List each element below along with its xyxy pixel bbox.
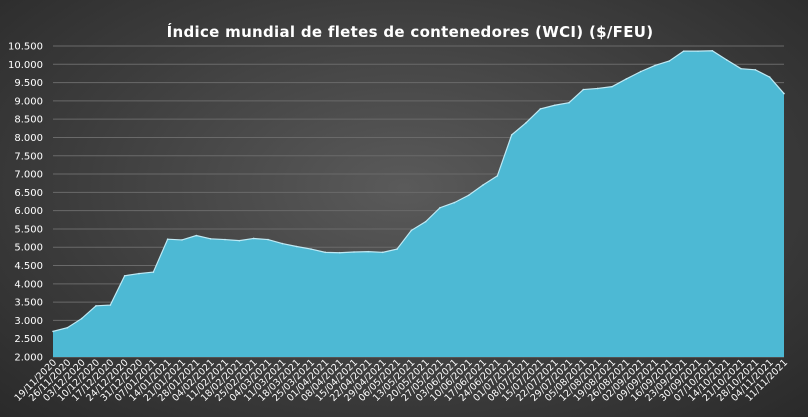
data-point [66,326,69,329]
data-point [80,317,83,320]
data-point [152,271,155,273]
data-point [396,248,398,250]
y-tick-label: 2.000 [14,353,43,364]
data-point [281,242,284,245]
plot-area [52,49,785,357]
data-point [525,122,527,124]
y-axis-ticks: 2.000 2.500 3.000 3.500 4.000 4.500 5.000 5.500… [8,42,43,364]
chart-title: Índice mundial de fletes de contenedores… [167,22,654,41]
data-point [725,59,728,61]
data-point [682,50,685,52]
data-point [381,251,384,254]
y-tick-label: 6.000 [14,206,43,217]
data-point [267,238,269,241]
data-point [224,238,226,241]
data-point [596,87,599,90]
data-point [654,64,656,67]
data-point [496,175,499,177]
y-tick-label: 8.000 [14,133,43,144]
data-point [611,85,613,88]
data-point [424,220,427,223]
y-tick-label: 9.000 [14,96,43,107]
data-point [252,237,255,240]
data-point [668,60,671,62]
data-point [697,50,699,52]
data-point [166,238,169,240]
y-tick-label: 4.000 [14,279,43,290]
data-point [553,104,556,107]
data-point [353,251,355,253]
data-point [238,239,241,242]
data-point [439,206,441,209]
data-point [754,68,757,71]
area-series [53,50,784,357]
data-point [138,272,140,275]
data-point [625,78,628,80]
data-point [711,49,714,52]
data-point [195,234,198,237]
data-point [181,239,183,241]
y-tick-label: 6.500 [14,188,43,199]
y-tick-label: 3.000 [14,316,43,327]
data-point [740,67,742,70]
data-point [539,108,542,110]
x-axis-ticks: 19/11/202026/11/202003/12/202010/12/2020… [13,357,791,404]
data-point [568,101,570,104]
data-point [410,229,413,232]
data-point [639,70,642,73]
y-tick-label: 5.000 [14,243,43,254]
data-point [95,304,97,307]
data-point [467,194,470,197]
data-point [52,330,54,333]
data-point [582,88,585,91]
y-tick-label: 7.000 [14,170,43,181]
y-tick-label: 4.500 [14,261,43,272]
data-point [783,92,785,95]
data-point [367,250,370,253]
y-tick-label: 8.500 [14,115,43,126]
data-point [510,134,513,136]
data-point [338,251,341,254]
data-point [310,248,312,250]
series-line [52,50,785,332]
y-tick-label: 7.500 [14,151,43,162]
data-point [324,251,327,254]
y-tick-label: 3.500 [14,298,43,309]
y-tick-label: 2.500 [14,334,43,345]
data-point [295,245,298,248]
data-point [109,304,112,306]
data-point [768,76,771,78]
y-tick-label: 5.500 [14,224,43,235]
data-point [123,274,126,277]
data-point [209,238,212,240]
y-tick-label: 9.500 [14,78,43,89]
y-tick-label: 10.000 [8,60,43,71]
data-point [453,201,456,204]
y-tick-label: 10.500 [8,42,43,53]
data-point [482,184,484,186]
